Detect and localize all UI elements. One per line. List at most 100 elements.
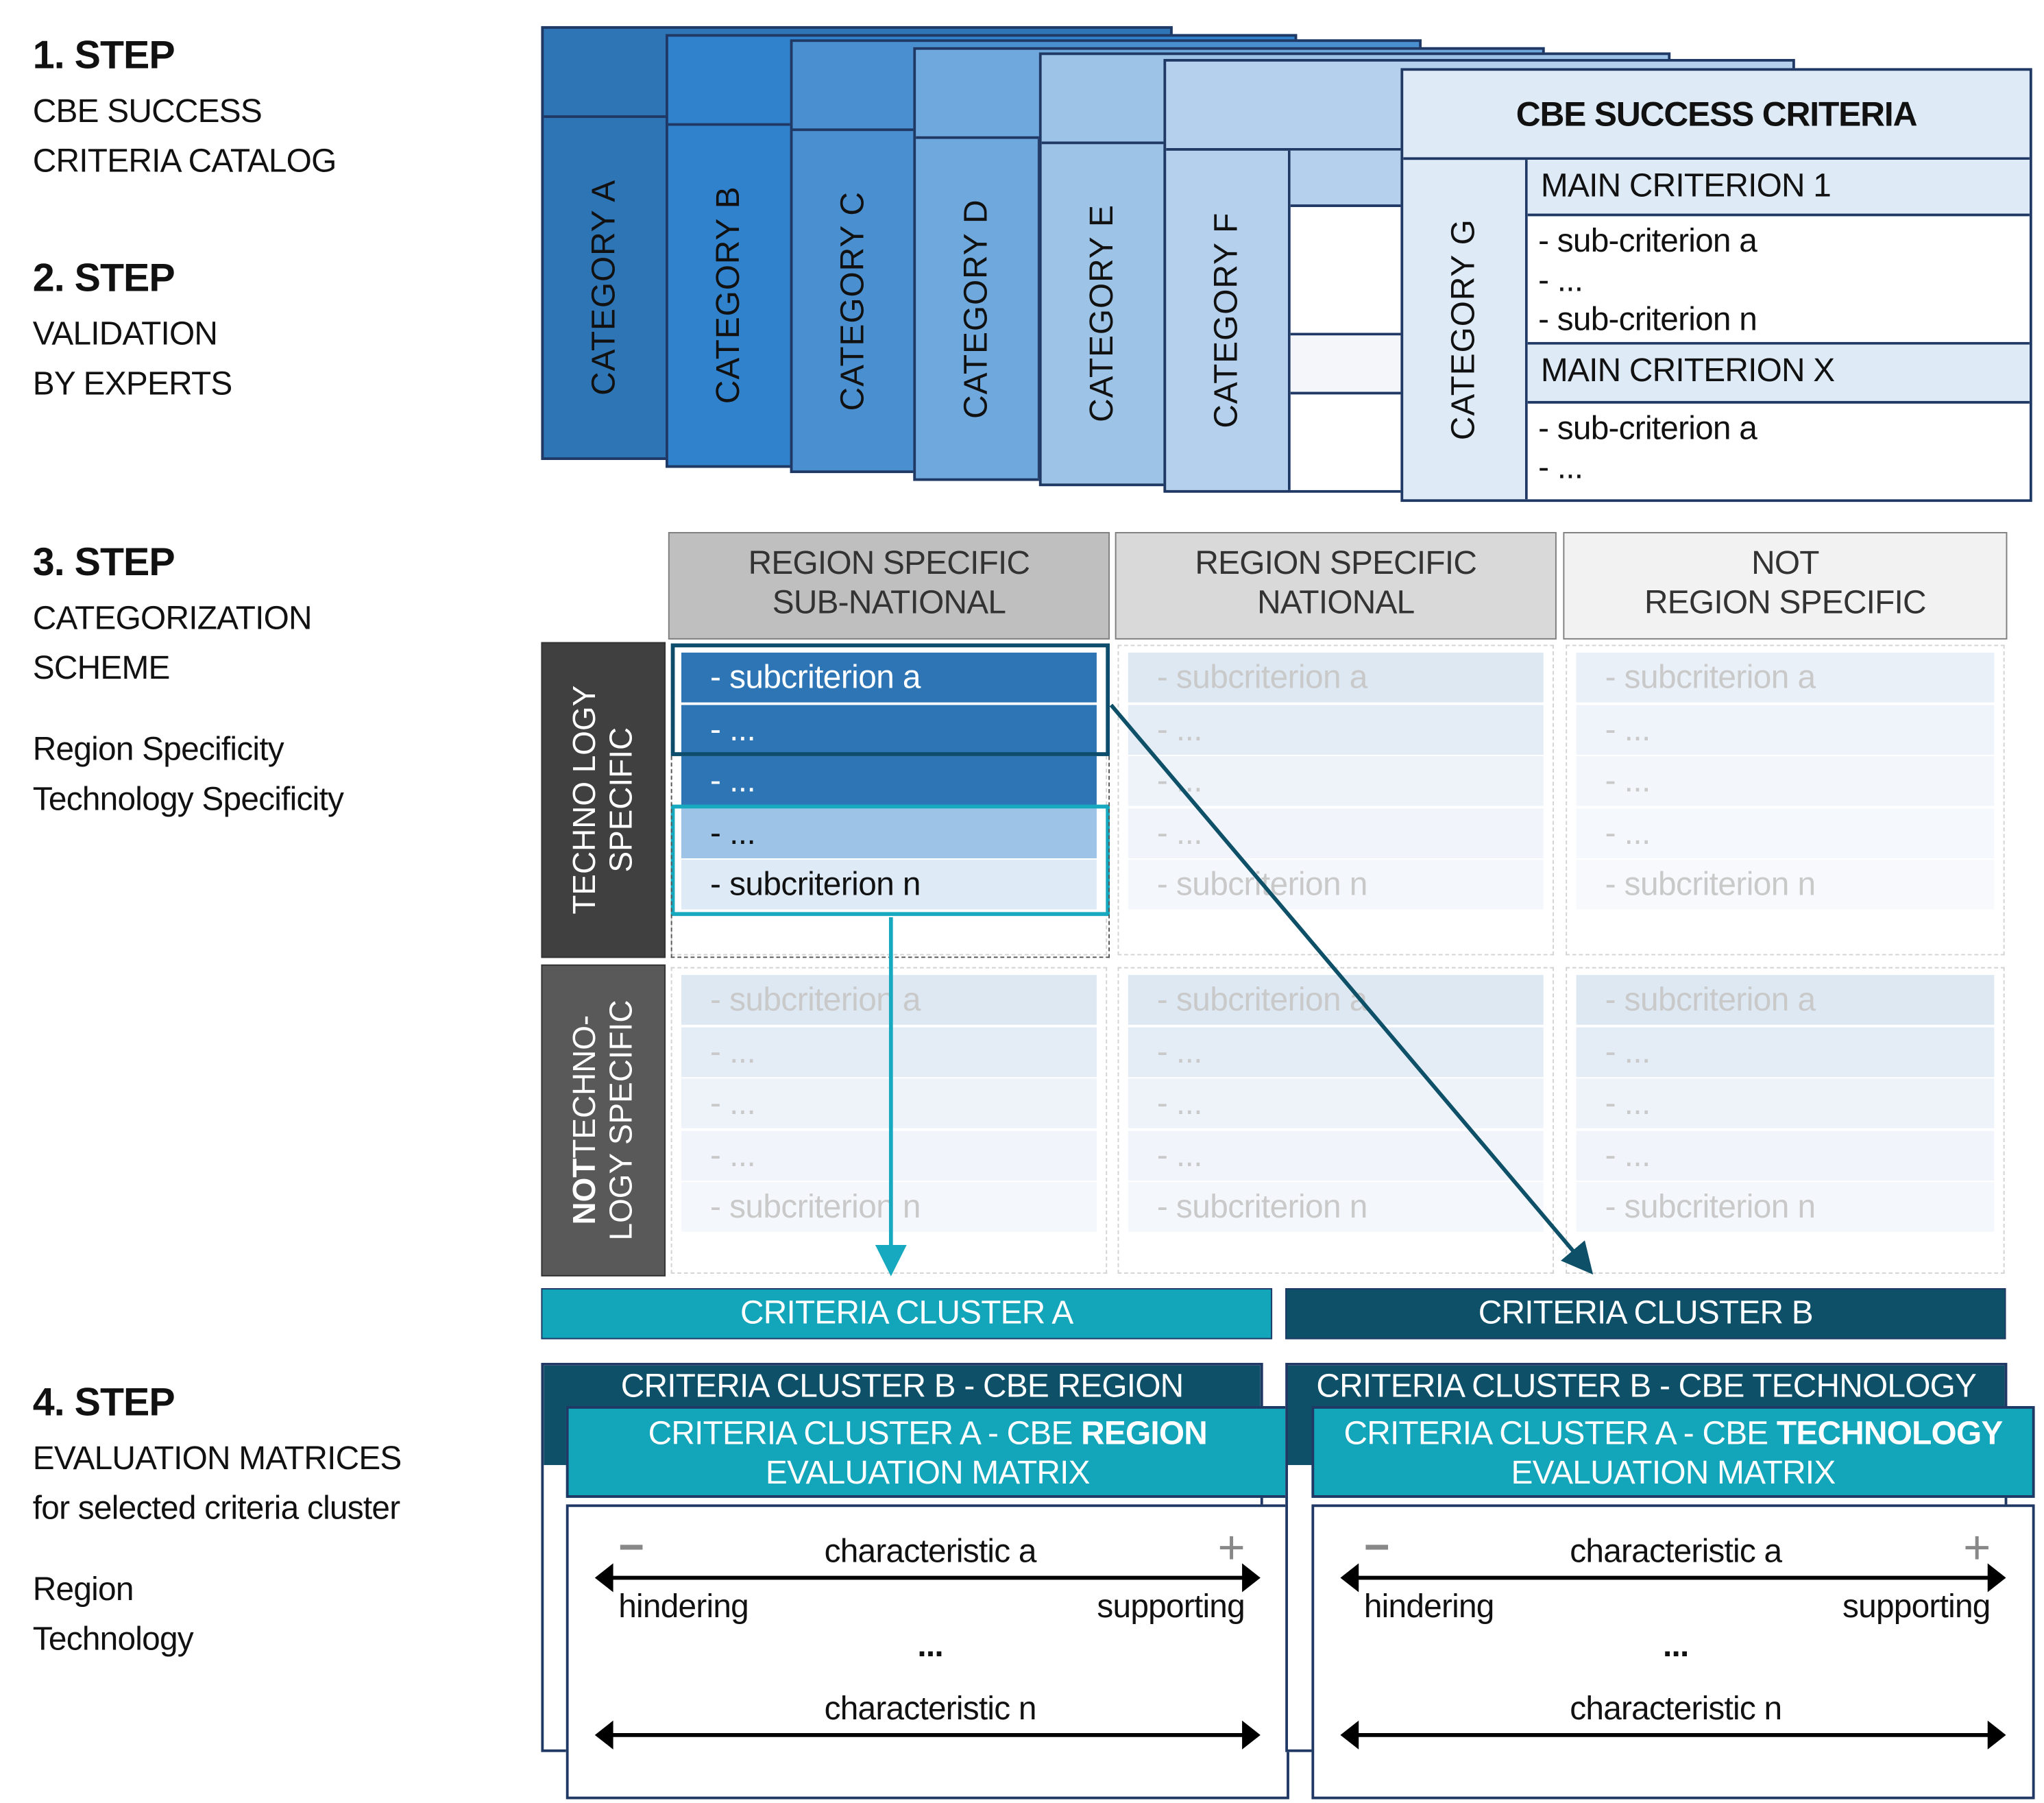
ellipsis: ...	[1663, 1627, 1689, 1665]
row-header: NOTTECHNO- LOGY SPECIFIC	[541, 964, 666, 1276]
subcriterion-item: - ...	[1576, 1130, 1995, 1181]
step-3-desc: CATEGORIZATION SCHEME Region Specificity…	[32, 594, 344, 824]
right-pole-label: supporting	[1842, 1588, 1991, 1625]
column-header: REGION SPECIFIC NATIONAL	[1115, 532, 1557, 640]
subcriterion-item: - subcriterion a	[1576, 975, 1995, 1025]
plus-sign: +	[1963, 1520, 1991, 1574]
title-bold: TECHNOLOGY	[1776, 1415, 2003, 1452]
column-header-line: REGION SPECIFIC	[1644, 584, 1926, 622]
sub-criterion: - sub-criterion a	[1538, 222, 1757, 260]
step-3-line: SCHEME	[32, 650, 171, 687]
characteristic-n: characteristic n	[824, 1690, 1037, 1728]
characteristic-a: characteristic a	[1570, 1533, 1782, 1570]
subcriterion-item: - ...	[1128, 1078, 1544, 1128]
subcriterion-item: - subcriterion a	[1576, 652, 1995, 703]
title-line: EVALUATION MATRIX	[765, 1454, 1091, 1492]
card-title-band: CBE SUCCESS CRITERIA	[1403, 71, 2030, 160]
scale-arrows	[594, 1563, 1261, 1750]
subcriterion-item: - ...	[1576, 704, 1995, 755]
left-pole-label: hindering	[618, 1588, 749, 1625]
title-prefix: CRITERIA CLUSTER A - CBE	[648, 1415, 1082, 1452]
characteristic-n-scale-arrow	[594, 1720, 1261, 1750]
step-2-desc: VALIDATION BY EXPERTS	[33, 309, 232, 409]
sub-criteria: - sub-criterion a- ... - sub-criterion n	[1527, 216, 2030, 345]
step-3-extra: Region Specificity	[32, 731, 284, 769]
subcriterion-item: - ...	[681, 755, 1097, 806]
step-4-extra: Technology	[32, 1621, 194, 1658]
step-1-line: CRITERIA CATALOG	[32, 143, 337, 180]
subcriterion-item: - subcriterion n	[681, 859, 1097, 910]
subcriterion-item: - ...	[1576, 808, 1995, 858]
subcriterion-item: - ...	[681, 704, 1097, 755]
sub-criterion: - ...	[1538, 449, 1583, 487]
scale-arrows	[1340, 1563, 2006, 1750]
title-line: CRITERIA CLUSTER A - CBE REGION	[569, 1414, 1287, 1453]
subcriterion-item: - ...	[1576, 1026, 1995, 1077]
step-4-line: EVALUATION MATRICES	[32, 1440, 402, 1477]
category-column: CATEGORY G	[1403, 160, 1528, 500]
subcriterion-item: - ...	[1128, 704, 1544, 755]
criteria-card: CBE SUCCESS CRITERIA CATEGORY G MAIN CRITE…	[1400, 68, 2032, 503]
title-line: EVALUATION MATRIX	[1511, 1454, 1836, 1492]
left-pole-label: hindering	[1363, 1588, 1495, 1625]
characteristic-a-scale-arrow	[1340, 1563, 2006, 1593]
step-2-title: 2. STEP	[32, 256, 175, 300]
column-header-line: NATIONAL	[1257, 584, 1415, 622]
subcriterion-item: - ...	[1576, 1078, 1995, 1128]
step-1-line: CBE SUCCESS	[32, 93, 263, 130]
subcriterion-item: - ...	[1128, 1130, 1544, 1181]
main-criterion: MAIN CRITERION 1	[1527, 160, 2030, 217]
matrix-cluster-a-title: CRITERIA CLUSTER A - CBE TECHNOLOGY EVALU…	[1311, 1406, 2035, 1498]
matrix-body: − + characteristic a hindering supporting...…	[565, 1504, 1289, 1800]
step-4-extra: Region	[32, 1571, 134, 1608]
sub-criterion: - sub-criterion n	[1538, 301, 1757, 339]
characteristic-n: characteristic n	[1570, 1690, 1782, 1728]
title-prefix: CRITERIA CLUSTER A - CBE	[1343, 1415, 1777, 1452]
column-header: NOT REGION SPECIFIC	[1563, 532, 2008, 640]
scheme-cell	[1566, 967, 2005, 1274]
matrix-cluster-a-title: CRITERIA CLUSTER A - CBE REGION EVALUATIO…	[565, 1406, 1289, 1498]
subcriterion-item: - subcriterion n	[1576, 1182, 1995, 1232]
subcriterion-item: - subcriterion a	[1128, 975, 1544, 1025]
step-1-desc: CBE SUCCESS CRITERIA CATALOG	[33, 86, 337, 186]
subcriterion-item: - subcriterion n	[1128, 859, 1544, 910]
subcriterion-item: - ...	[1128, 808, 1544, 858]
subcriterion-item: - ...	[1576, 755, 1995, 806]
sub-criterion: - sub-criterion a	[1538, 410, 1757, 447]
step-3-extra: Technology Specificity	[32, 781, 344, 818]
subcriterion-item: - subcriterion a	[681, 652, 1097, 703]
selection-highlight-cluster-a	[670, 804, 1110, 917]
step-2-line: BY EXPERTS	[32, 365, 232, 402]
column-header-line: NOT	[1751, 545, 1819, 582]
scheme-cell	[1566, 644, 2005, 956]
step-3-title: 3. STEP	[32, 541, 175, 585]
column-header-line: SUB-NATIONAL	[772, 584, 1006, 622]
matrix-cluster-a: CRITERIA CLUSTER A - CBE TECHNOLOGY EVALU…	[1311, 1406, 2035, 1800]
sub-criteria: - sub-criterion a- ...	[1528, 404, 2030, 487]
criteria-list: MAIN CRITERION 1- sub-criterion a- ... - …	[1527, 160, 2030, 500]
criteria-cluster-b: CRITERIA CLUSTER B	[1285, 1288, 2006, 1340]
column-header-line: REGION SPECIFIC	[1195, 545, 1477, 582]
step-3-line: CATEGORIZATION	[32, 600, 313, 637]
matrix-cluster-b-title-text: CRITERIA CLUSTER B - CBE TECHNOLOGY	[1316, 1368, 1977, 1405]
column-header-line: REGION SPECIFIC	[748, 545, 1030, 582]
subcriterion-item: - ...	[1128, 755, 1544, 806]
subcriterion-item: - ...	[1128, 1026, 1544, 1077]
cluster-a-label: CRITERIA CLUSTER A	[740, 1294, 1073, 1332]
category-column: CATEGORY F	[1166, 150, 1291, 490]
scheme-cell	[1117, 644, 1555, 956]
subcriterion-item: - subcriterion a	[681, 975, 1097, 1025]
matrix-cluster-a: CRITERIA CLUSTER A - CBE REGION EVALUATIO…	[565, 1406, 1289, 1800]
category-column: CATEGORY D	[916, 138, 1041, 479]
characteristic-a: characteristic a	[824, 1533, 1037, 1570]
title-line: CRITERIA CLUSTER A - CBE TECHNOLOGY	[1314, 1414, 2032, 1453]
subcriterion-item: - subcriterion a	[1128, 652, 1544, 703]
characteristic-a-scale-arrow	[594, 1563, 1261, 1593]
column-header: REGION SPECIFIC SUB-NATIONAL	[668, 532, 1110, 640]
right-pole-label: supporting	[1097, 1588, 1245, 1625]
subcriterion-item: - ...	[681, 808, 1097, 858]
matrix-cluster-b-title-text: CRITERIA CLUSTER B - CBE REGION	[620, 1368, 1184, 1405]
characteristic-n-scale-arrow	[1340, 1720, 2006, 1750]
